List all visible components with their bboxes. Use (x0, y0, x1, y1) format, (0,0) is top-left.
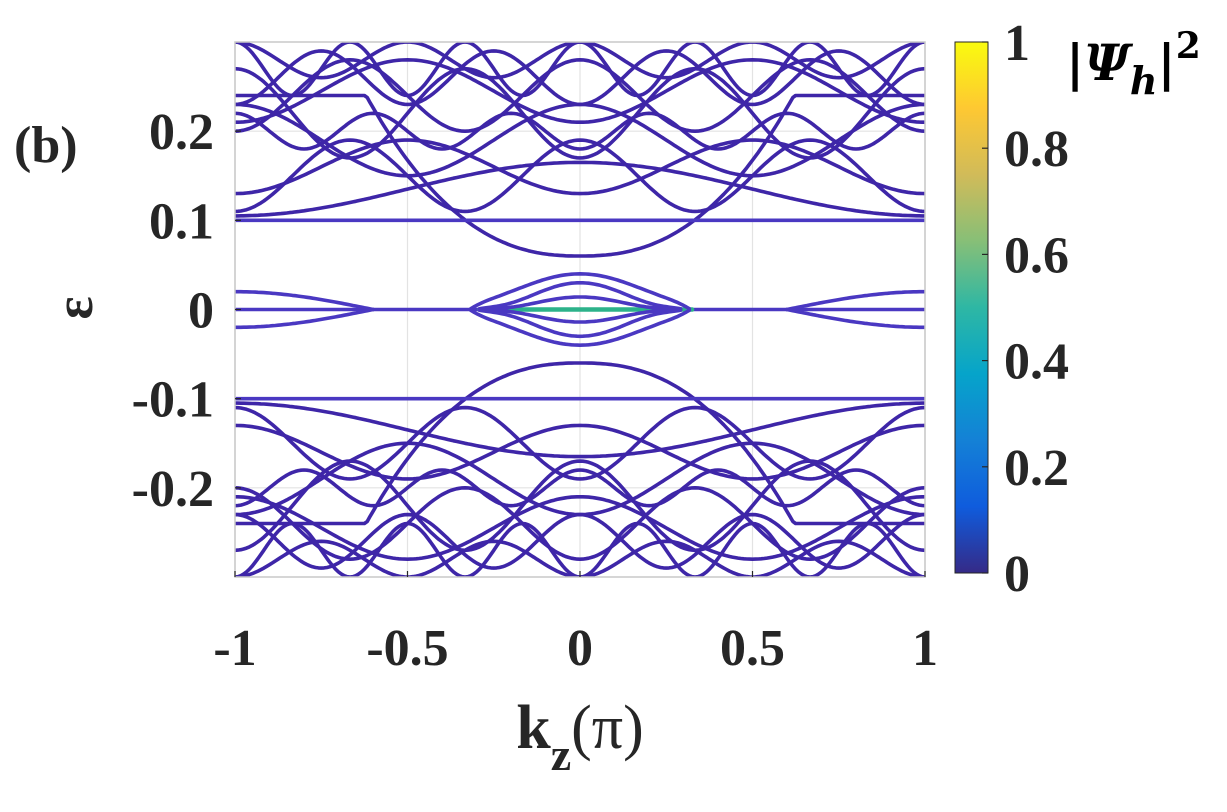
colorbar-tick-label-5: 1 (1004, 15, 1030, 72)
x-tick-label-0: -1 (213, 620, 256, 677)
series-gap-band-2 (477, 281, 683, 311)
colorbar-tick-label-4: 0.8 (1004, 121, 1069, 178)
series-band-d12 (235, 401, 925, 459)
x-axis-label-sub: z (551, 729, 571, 780)
series-edge-arc-left-up (235, 289, 375, 312)
x-tick-label-2: 0 (567, 620, 593, 677)
x-tick-label-1: -0.5 (366, 620, 448, 677)
series-band-u10 (235, 58, 925, 124)
x-axis-label-main: k (516, 694, 551, 762)
series-gap-band-3 (477, 295, 683, 311)
colorbar-ticks: 0 0.2 0.4 0.6 0.8 1 (982, 15, 1069, 603)
colorbar-title-sup: 2 (1176, 25, 1201, 67)
colorbar-title: |Ψh|2 (1066, 25, 1201, 103)
series-band-plateau-down (235, 361, 925, 526)
series-edge-arc-right-down (785, 307, 925, 330)
band-lines (235, 42, 925, 577)
series-band-d7 (235, 539, 925, 577)
series-band-u12 (235, 160, 925, 218)
colorbar-tick-label-2: 0.4 (1004, 334, 1069, 391)
series-gap-band-6 (477, 308, 683, 324)
series-band-d5 (235, 486, 925, 561)
y-tick-label-4: 0.2 (149, 104, 214, 161)
colorbar-title-psi: Ψ (1084, 33, 1133, 92)
colorbar-title-sub: h (1130, 58, 1158, 103)
series-band-u4 (235, 66, 925, 160)
series-band-d4 (235, 459, 925, 553)
series-band-plateau-up (235, 93, 925, 258)
x-axis-label: kz(π) (516, 694, 644, 780)
series-gap-band-5 (477, 308, 683, 339)
series-band-u9 (235, 111, 925, 151)
y-tick-label-0: -0.2 (132, 461, 214, 518)
series-gap-band-4 (469, 308, 692, 347)
series-band-u8 (235, 138, 925, 214)
series-edge-arc-right-up (785, 289, 925, 312)
series-band-d9 (235, 468, 925, 508)
series-band-u5 (235, 58, 925, 133)
svg-text:kz(π): kz(π) (516, 694, 644, 780)
series-band-d10 (235, 495, 925, 561)
y-axis-ticks: -0.2 -0.1 0 0.1 0.2 (132, 104, 241, 518)
series-band-u7 (235, 42, 925, 80)
y-tick-label-1: -0.1 (132, 372, 214, 429)
colorbar-tick-label-0: 0 (1004, 546, 1030, 603)
colorbar-title-bar-right: | (1158, 33, 1176, 93)
y-tick-label-2: 0 (188, 283, 214, 340)
x-tick-label-4: 1 (912, 620, 938, 677)
series-edge-arc-left-down (235, 307, 375, 330)
colorbar-title-bar-left: | (1066, 33, 1084, 93)
y-axis-label: ε (44, 296, 104, 319)
y-tick-label-3: 0.1 (149, 193, 214, 250)
x-axis-ticks: -1 -0.5 0 0.5 1 (213, 571, 938, 677)
series-band-u6 (235, 49, 925, 107)
colorbar-tick-label-3: 0.6 (1004, 227, 1069, 284)
colorbar-tick-label-1: 0.2 (1004, 440, 1069, 497)
series-band-u2 (235, 138, 925, 196)
colorbar (954, 41, 989, 574)
x-axis-label-tail: (π) (571, 694, 644, 762)
series-band-d6 (235, 512, 925, 570)
series-band-d2 (235, 423, 925, 481)
x-tick-label-3: 0.5 (720, 620, 785, 677)
series-gap-band-1 (469, 272, 692, 311)
series-band-d8 (235, 405, 925, 481)
panel-label: (b) (14, 117, 78, 174)
